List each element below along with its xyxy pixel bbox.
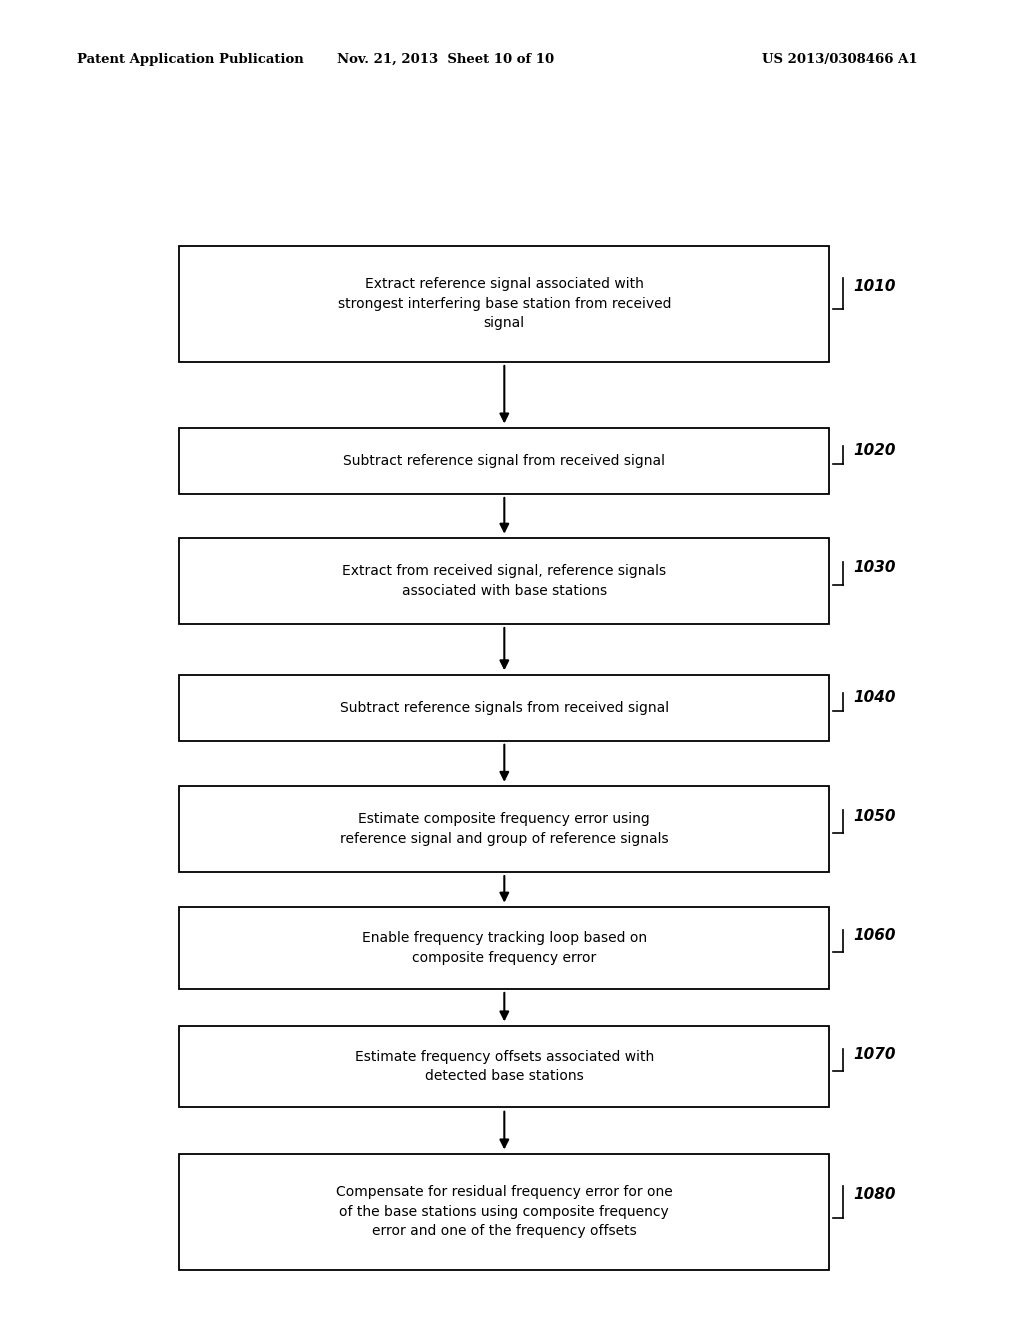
Bar [179, 1154, 829, 1270]
Text: 1050: 1050 [853, 809, 896, 824]
Text: US 2013/0308466 A1: US 2013/0308466 A1 [762, 53, 918, 66]
Text: Extract reference signal associated with
strongest interfering base station from: Extract reference signal associated with… [338, 277, 671, 330]
Bar [179, 675, 829, 741]
Text: Extract from received signal, reference signals
associated with base stations: Extract from received signal, reference … [342, 564, 667, 598]
Bar [179, 907, 829, 989]
Text: Nov. 21, 2013  Sheet 10 of 10: Nov. 21, 2013 Sheet 10 of 10 [337, 53, 554, 66]
Text: Subtract reference signal from received signal: Subtract reference signal from received … [343, 454, 666, 467]
Text: Patent Application Publication: Patent Application Publication [77, 53, 303, 66]
Text: 1040: 1040 [853, 690, 896, 705]
Text: 1080: 1080 [853, 1187, 896, 1201]
Bar [179, 246, 829, 362]
Bar [179, 785, 829, 871]
Text: 1020: 1020 [853, 444, 896, 458]
Text: 1060: 1060 [853, 928, 896, 942]
Bar [179, 539, 829, 623]
Text: Subtract reference signals from received signal: Subtract reference signals from received… [340, 701, 669, 714]
Text: Compensate for residual frequency error for one
of the base stations using compo: Compensate for residual frequency error … [336, 1185, 673, 1238]
Bar [179, 428, 829, 494]
Text: 1070: 1070 [853, 1047, 896, 1061]
Text: 1010: 1010 [853, 279, 896, 293]
Text: Enable frequency tracking loop based on
composite frequency error: Enable frequency tracking loop based on … [361, 931, 647, 965]
Text: Estimate composite frequency error using
reference signal and group of reference: Estimate composite frequency error using… [340, 812, 669, 846]
Bar [179, 1026, 829, 1107]
Text: 1030: 1030 [853, 561, 896, 576]
Text: Estimate frequency offsets associated with
detected base stations: Estimate frequency offsets associated wi… [354, 1049, 654, 1084]
